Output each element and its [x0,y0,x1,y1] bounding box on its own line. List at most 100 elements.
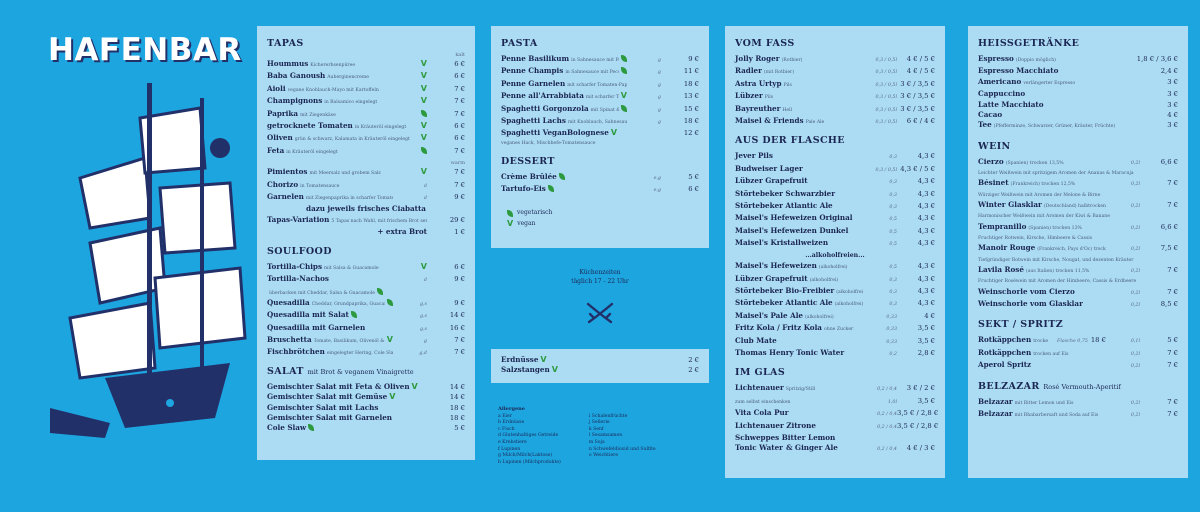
leaf-icon [621,104,627,112]
section-title-heissgetraenke: HEISSGETRÄNKE [978,38,1080,49]
menu-item: Aperol Spritz 0,2l 7 € [978,360,1178,370]
menu-item: Thomas Henry Tonic Water 0,2 2,8 € [735,347,935,357]
leaf-icon [350,311,357,319]
menu-item: Tortilla-Nachos d 9 € [267,274,465,284]
pasta-panel: PASTA Penne Basilikum in Sahnesauce mit P… [491,26,709,248]
vegan-v-icon: V [420,167,427,177]
menu-item: Latte Macchiato 3 € [978,99,1178,109]
menu-item: Hoummus Kichererbsenpüree V 6 € [267,59,465,68]
menu-item: Belzazar mit Bitter Lemon und Eis 0,2l 7 € [978,396,1178,406]
allergens-col-1: a Eier b Erdnüsse c Fisch d Glutenhaltiges … [498,413,561,465]
menu-item-note: überbacken mit Cheddar, Salsa & Guacamol… [267,287,465,298]
menu-item: Champignons in Balsamico eingelegt V 7 € [267,96,465,106]
vegan-v-icon: V [411,381,418,391]
food-panel: TAPAS kalt Hoummus Kichererbsenpüree V 6 € … [257,26,475,460]
menu-item: Maisel & Friends Pale Ale 0,3 / 0,5l 6 € / … [735,116,935,126]
vegan-v-icon: V [420,59,427,68]
section-title-wein: WEIN [978,140,1011,152]
leaf-icon [387,298,393,306]
vegan-v-icon: V [540,355,547,364]
note-kalt: kalt [455,52,465,58]
menu-item-note: Harmonischer Weißwein mit Aromen der Kiw… [978,214,1110,220]
leaf-icon [558,173,565,181]
allergens-list: Allergene a Eier b Erdnüsse c Fisch d Glute… [498,406,708,466]
bread-note: dazu jeweils frisches Ciabatta [306,204,426,214]
menu-item: Feta in Kräuteröl eingelegt 7 € [267,145,465,155]
menu-item: Gemischter Salat mit Feta & Oliven V 14 € [267,381,465,391]
menu-item: Lübzer Grapefruit 0,3 4,3 € [735,176,935,186]
alkoholfrei-divider: ...alkoholfreien... [805,251,865,259]
menu-item: Garnelen mit Ziegenpaprika in scharfer To… [267,192,465,202]
menu-item: Cacao 4 € [978,110,1178,120]
leaf-icon [621,67,627,75]
note-warm: warm [450,160,465,167]
menu-item: Cierzo (Spanien) trocken 13,5% 0,2l 6,6 € [978,156,1178,166]
menu-item: + extra Brot 1 € [377,227,465,237]
vegan-v-icon: V [420,71,427,81]
vegan-v-icon: V [386,334,393,344]
section-title-aus-der-flasche: AUS DER FLASCHE [735,135,845,147]
kitchen-hours-time: täglich 17 - 22 Uhr [571,278,629,285]
menu-item: Erdnüsse V 2 € [501,355,699,364]
menu-item: Maisel's Hefeweizen Original 0,5 4,3 € [735,213,935,223]
menu-item: Tee (Pfefferminze, Schwarzer, Grüner, Krä… [978,120,1178,130]
menu-item: Gemischter Salat mit Garnelen 18 € [267,412,465,422]
menu-item: Jolly Roger (Rotbier) 0,3 / 0,5l 4 € / 5 € [735,54,935,63]
section-title-salat: SALAT mit Brot & veganem Vinaigrette [267,365,414,377]
menu-item: Lichtenauer Spritzig/Still 0,2 / 0,4 3 € / … [735,383,935,393]
section-title-im-glas: IM GLAS [735,367,786,379]
leaf-icon [377,287,383,295]
menu-item-note: veganes Hack, Mischhefe-Tomatensauce [501,140,596,146]
menu-item: Tonic Water & Ginger Ale 0,2 / 0,4 4 € / 3 … [735,443,935,453]
leaf-icon [421,109,427,117]
menu-item: Tempranillo (Spanien) trocken 13% 0,2l 6,6 … [978,221,1178,231]
dessert-list: Crème Brûlée e,g 5 € Tartufo-Eis e,g 6 € [501,172,699,197]
menu-item: Störtebeker Atlantic Ale (alkoholfrei) 0,3… [735,298,935,308]
crossed-swords-icon [586,302,614,324]
menu-item: Jever Pils 0,3 4,3 € [735,151,935,161]
section-title-vom-fass: VOM FASS [735,38,795,49]
legend-vegetarian: vegetarisch [501,207,699,218]
vegan-v-icon: V [389,392,396,402]
kitchen-hours: Küchenzeiten täglich 17 - 22 Uhr [491,268,709,286]
kitchen-hours-title: Küchenzeiten [579,269,621,276]
flasche-list: Jever Pils 0,3 4,3 € Budweiser Lager 0,3 / … [735,151,935,360]
menu-item: Gemischter Salat mit Lachs 18 € [267,402,465,412]
menu-item: Quesadilla mit Salat g,s 14 € [267,310,465,320]
heissgetraenke-list: Espresso (Doppio möglich) 1,8 € / 3,6 € Es… [978,54,1178,133]
menu-item: Rotkäppchen trocken auf Eis 0,2l 7 € [978,347,1178,357]
menu-item: Weinschorle vom Cierzo 0,2l 7 € [978,286,1178,296]
menu-item: Salzstangen V 2 € [501,365,699,375]
section-title-pasta: PASTA [501,38,538,49]
menu-item-note: Würziger Weißwein mit Aromen der Melone … [978,192,1101,198]
menu-item: Crème Brûlée e,g 5 € [501,172,699,182]
menu-item: Schweppes Bitter Lemon [735,432,836,442]
menu-item: Quesadilla mit Garnelen g,s 16 € [267,322,465,332]
menu-item: Baba Ganoush Auberginencreme V 6 € [267,71,465,81]
menu-item: Tartufo-Eis e,g 6 € [501,184,699,194]
menu-item: Störtebeker Bio-Freibier (alkoholfrei) 0,3… [735,285,935,295]
menu-item: Maisel's Hefeweizen (alkoholfrei) 0,5 4,3 € [735,261,935,271]
ship-logo-icon [50,83,247,438]
menu-item: Lübzer Grapefruit (alkoholfrei) 0,3 4,3 € [735,273,935,283]
menu-item: Manoir Rouge (Frankreich, Pays d'Oc) troc… [978,243,1178,253]
vegan-v-icon: V [610,128,618,138]
menu-item: Chorizo in Tomatensauce d 7 € [267,179,465,189]
menu-item-note: Leichter Weißwein mit spritzigem Aromen … [978,171,1134,177]
tapas-warm-list: Pimientos mit Meersalz und grobem Salz V 7 … [267,167,465,237]
beer-panel: VOM FASS Jolly Roger (Rotbier) 0,3 / 0,5l 4… [725,26,945,478]
menu-item-note: Tiefgründiger Rotwein mit Kirsche, Nouga… [978,257,1134,263]
menu-item: Lübzer Pils 0,3 / 0,5l 3 € / 3,5 € [735,91,935,101]
vegan-v-icon: V [420,83,427,93]
vegan-v-icon: V [420,133,427,143]
menu-item: Pimientos mit Meersalz und grobem Salz V 7 … [267,167,465,177]
allergens-col-2: i Schalenfrüchte j Sellerie k Senf l Sesams… [588,413,656,459]
vegan-v-icon: V [420,96,427,106]
